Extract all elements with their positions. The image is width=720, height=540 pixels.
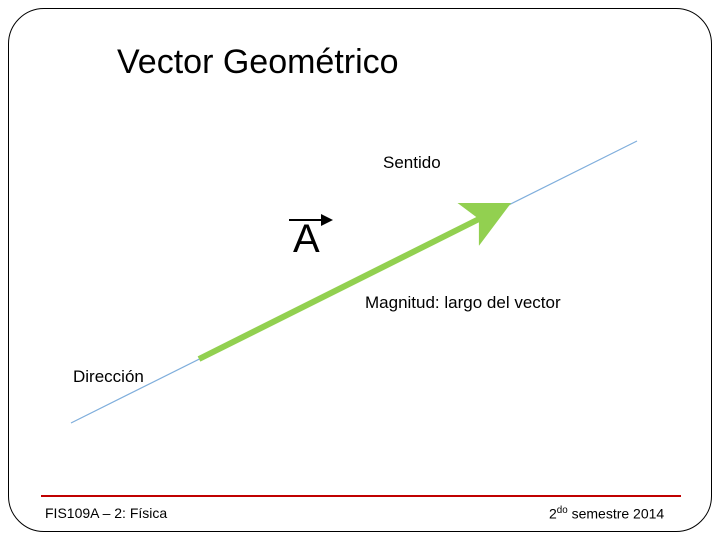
label-sentido: Sentido — [383, 153, 441, 173]
label-magnitud: Magnitud: largo del vector — [365, 293, 561, 313]
vector-arrow — [199, 211, 495, 359]
vector-name-overarrow — [287, 213, 347, 227]
footer-term: 2do semestre 2014 — [549, 505, 664, 522]
vector-diagram — [9, 9, 712, 532]
footer-term-sup: do — [557, 505, 568, 516]
slide-title: Vector Geométrico — [117, 43, 399, 82]
label-direccion: Dirección — [73, 367, 144, 387]
footer-term-post: semestre 2014 — [568, 506, 665, 522]
slide-frame: Vector Geométrico Sentido Magnitud: larg… — [8, 8, 712, 532]
footer-divider — [41, 495, 681, 497]
footer-course: FIS109A – 2: Física — [45, 505, 167, 521]
footer-term-pre: 2 — [549, 506, 557, 522]
